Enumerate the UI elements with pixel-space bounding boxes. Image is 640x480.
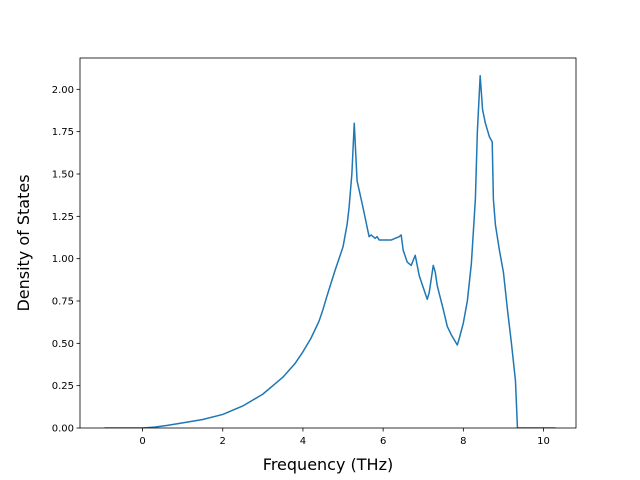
y-tick-label: 2.00 (52, 85, 74, 96)
y-tick-label: 1.50 (52, 169, 74, 180)
y-tick-label: 1.25 (52, 212, 74, 223)
y-tick-label: 0.50 (52, 339, 74, 350)
y-tick-label: 1.75 (52, 127, 74, 138)
x-tick-label: 0 (139, 436, 145, 447)
x-tick-label: 2 (220, 436, 226, 447)
x-axis-ticks: 0 2 4 6 8 10 (139, 428, 550, 447)
x-tick-label: 8 (460, 436, 466, 447)
y-tick-label: 0.00 (52, 424, 74, 435)
y-tick-label: 0.75 (52, 296, 74, 307)
y-axis-label: Density of States (14, 174, 33, 311)
y-tick-label: 0.25 (52, 381, 74, 392)
x-axis-label: Frequency (THz) (263, 455, 393, 474)
x-tick-label: 10 (537, 436, 550, 447)
series-line (104, 75, 556, 428)
x-tick-label: 6 (380, 436, 386, 447)
x-tick-label: 4 (300, 436, 306, 447)
plot-frame (79, 57, 577, 429)
y-tick-label: 1.00 (52, 254, 74, 265)
y-axis-ticks: 0.00 0.25 0.50 0.75 1.00 1.25 1.50 1.75 2.00 (52, 85, 80, 435)
